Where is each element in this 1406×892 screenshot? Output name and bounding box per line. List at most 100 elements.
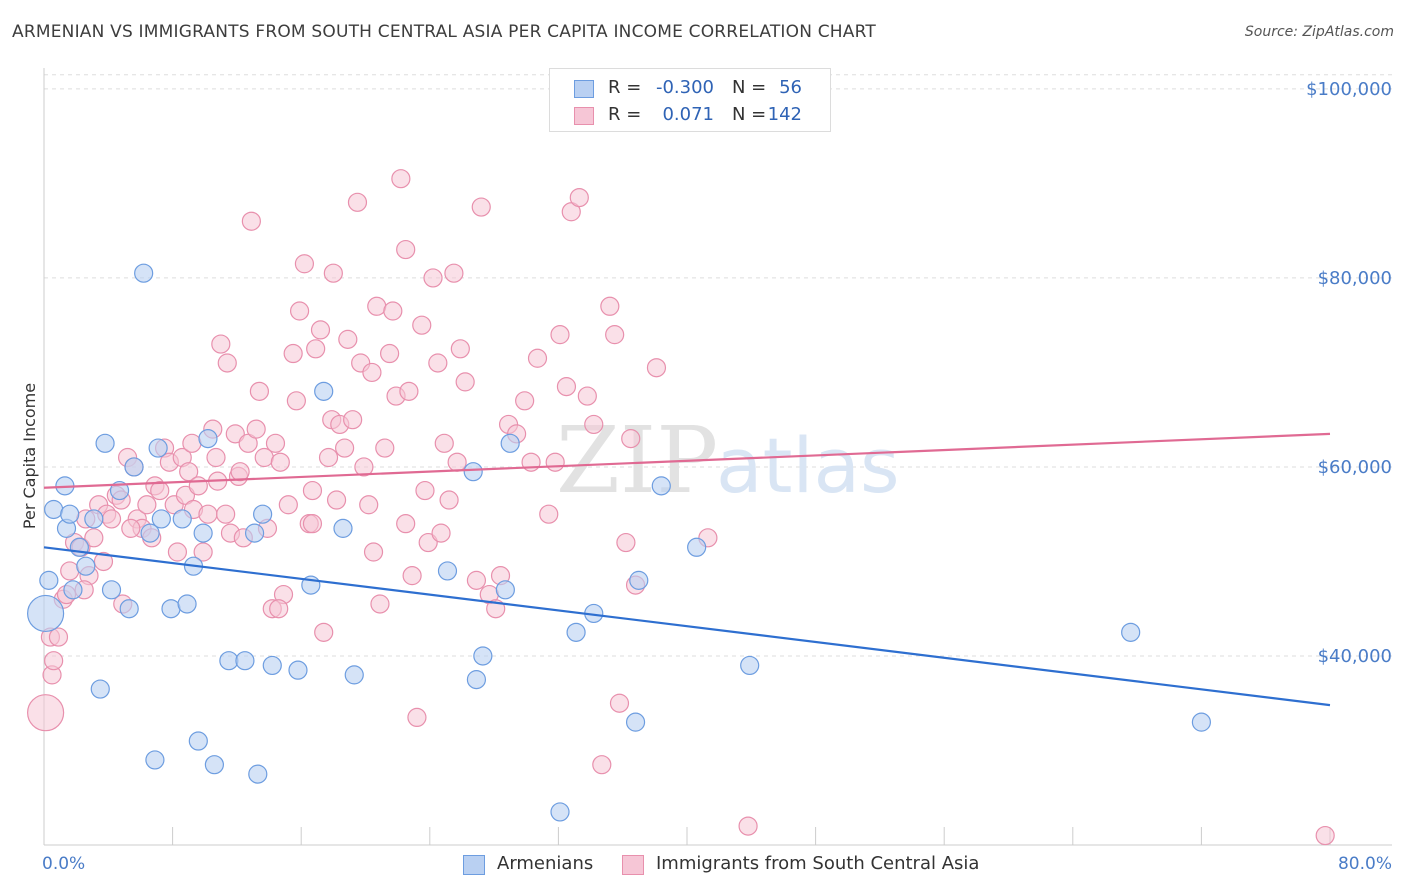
immigrants-point bbox=[439, 490, 459, 510]
legend-item-immigrants[interactable]: Immigrants from South Central Asia bbox=[622, 852, 992, 878]
armenians-point bbox=[161, 599, 181, 619]
immigrants-point bbox=[335, 438, 355, 458]
legend-item-armenians[interactable]: Armenians bbox=[463, 852, 613, 878]
immigrants-point bbox=[375, 438, 395, 458]
armenians-point bbox=[473, 646, 493, 666]
immigrants-point bbox=[738, 816, 758, 836]
immigrants-point bbox=[383, 301, 403, 321]
y-tick-label: $80,000 bbox=[1318, 268, 1392, 289]
y-tick-label: $40,000 bbox=[1318, 646, 1392, 667]
immigrants-point bbox=[391, 169, 411, 189]
x-tick-labels: 0.0% 80.0% bbox=[42, 854, 1392, 874]
armenians-point bbox=[625, 712, 646, 732]
armenians-point bbox=[69, 537, 89, 557]
immigrants-point bbox=[188, 476, 208, 496]
armenians-point bbox=[1121, 622, 1141, 642]
immigrants-point bbox=[621, 428, 641, 449]
immigrants-point bbox=[367, 296, 387, 316]
immigrants-point bbox=[294, 254, 315, 274]
immigrants-point bbox=[121, 518, 141, 538]
immigrants-point bbox=[211, 334, 231, 354]
immigrants-point bbox=[362, 362, 382, 383]
armenians-point bbox=[740, 655, 760, 676]
immigrants-point bbox=[545, 452, 565, 472]
immigrants-point bbox=[246, 419, 266, 439]
armenians-point bbox=[148, 438, 168, 458]
armenians-point bbox=[27, 594, 65, 633]
legend-n-label: N = bbox=[732, 77, 767, 98]
immigrants-point bbox=[428, 353, 448, 373]
chart-source: Source: ZipAtlas.com bbox=[1244, 24, 1394, 40]
correlation-legend: R = -0.300 N = 56 R = 0.071 N = 142 bbox=[549, 68, 831, 132]
immigrants-point bbox=[363, 542, 384, 562]
armenians-point bbox=[500, 433, 520, 453]
immigrants-point bbox=[471, 197, 491, 217]
armenians-point bbox=[151, 509, 171, 529]
immigrants-point bbox=[283, 343, 303, 364]
immigrants-point bbox=[306, 339, 326, 359]
immigrants-point bbox=[326, 490, 347, 510]
legend-n-value: 56 bbox=[779, 77, 802, 98]
armenians-point bbox=[629, 570, 649, 590]
legend-swatch-pink bbox=[622, 855, 644, 875]
immigrants-point bbox=[1315, 825, 1335, 846]
immigrants-point bbox=[605, 325, 625, 345]
armenians-point bbox=[109, 480, 130, 501]
immigrants-point bbox=[616, 532, 636, 553]
legend-row-armenians: R = -0.300 N = 56 bbox=[550, 75, 830, 101]
armenians-point bbox=[145, 750, 165, 770]
immigrants-point bbox=[592, 755, 612, 775]
chart-title: ARMENIAN VS IMMIGRANTS FROM SOUTH CENTRA… bbox=[12, 22, 876, 42]
immigrants-point bbox=[193, 542, 213, 562]
immigrants-point bbox=[270, 452, 290, 472]
y-tick-label: $60,000 bbox=[1318, 457, 1392, 478]
immigrants-point bbox=[600, 296, 620, 316]
immigrants-point bbox=[431, 523, 451, 543]
immigrants-point bbox=[230, 462, 250, 482]
immigrants-point bbox=[206, 447, 226, 468]
immigrants-point bbox=[609, 693, 630, 713]
immigrants-point bbox=[314, 622, 334, 642]
immigrants-points bbox=[27, 169, 1335, 846]
armenians-point bbox=[172, 509, 192, 529]
immigrants-point bbox=[415, 480, 435, 501]
immigrants-trend-line bbox=[43, 432, 1331, 489]
immigrants-point bbox=[434, 433, 454, 453]
armenians-point bbox=[248, 764, 268, 784]
immigrants-point bbox=[60, 561, 80, 581]
x-tick-label: 80.0% bbox=[1338, 854, 1392, 874]
immigrants-point bbox=[225, 424, 245, 444]
armenians-point bbox=[495, 580, 515, 600]
legend-n-label: N = bbox=[732, 104, 767, 125]
immigrants-point bbox=[265, 433, 286, 453]
legend-row-immigrants: R = 0.071 N = 142 bbox=[550, 102, 830, 128]
immigrants-point bbox=[48, 627, 69, 647]
immigrants-point bbox=[423, 268, 443, 288]
legend-n-value: 142 bbox=[767, 104, 802, 125]
immigrants-point bbox=[137, 495, 157, 515]
armenians-trend-line bbox=[43, 546, 1331, 707]
armenians-point bbox=[463, 462, 483, 482]
immigrants-point bbox=[278, 495, 298, 515]
immigrants-point bbox=[527, 348, 548, 368]
immigrants-point bbox=[286, 391, 306, 411]
immigrants-point bbox=[556, 377, 577, 397]
immigrants-point bbox=[44, 651, 64, 671]
immigrants-point bbox=[318, 447, 339, 468]
armenians-point bbox=[76, 556, 96, 576]
armenians-point bbox=[466, 670, 487, 690]
immigrants-point bbox=[550, 325, 570, 345]
immigrants-point bbox=[310, 320, 331, 340]
watermark: ZIP atlas bbox=[556, 407, 900, 514]
armenians-point bbox=[140, 523, 160, 543]
immigrants-point bbox=[101, 509, 122, 529]
immigrants-point bbox=[444, 263, 464, 283]
immigrants-point bbox=[217, 353, 237, 373]
legend-swatch-blue bbox=[463, 855, 485, 875]
immigrants-point bbox=[399, 381, 419, 401]
armenians-point bbox=[63, 580, 83, 600]
armenians-point bbox=[119, 599, 139, 619]
armenians-point bbox=[84, 509, 104, 529]
armenians-point bbox=[235, 651, 255, 671]
